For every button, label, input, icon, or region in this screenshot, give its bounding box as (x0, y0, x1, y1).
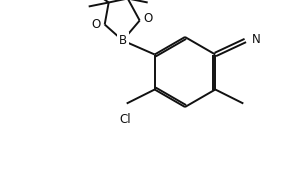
Text: O: O (91, 18, 101, 31)
Text: O: O (144, 12, 153, 25)
Text: N: N (252, 33, 261, 46)
Text: Cl: Cl (119, 112, 131, 125)
Text: B: B (119, 34, 127, 47)
